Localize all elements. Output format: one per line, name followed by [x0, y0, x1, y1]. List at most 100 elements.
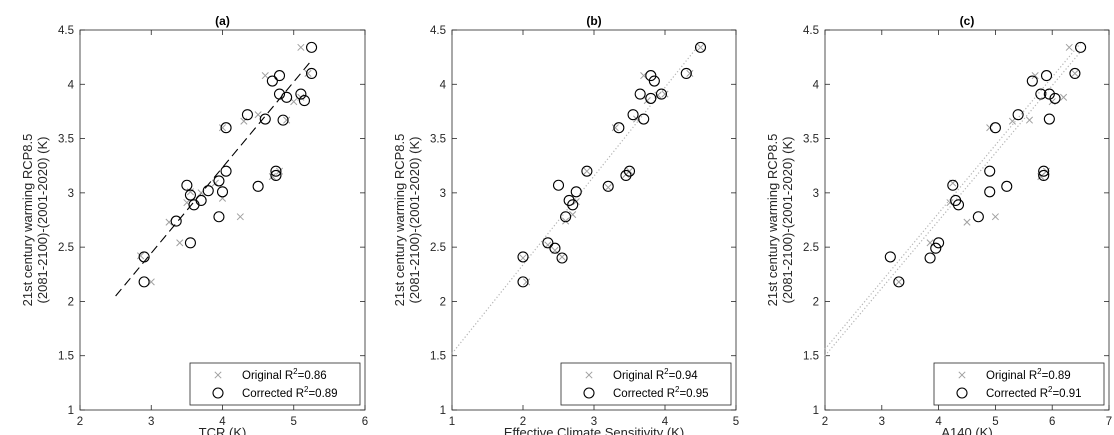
panel-a-ylabel-line: (2081-2100)-(2001-2020) (K): [35, 137, 50, 304]
panel-a-xtick-label: 2: [77, 416, 83, 428]
panel-c-ylabel-line: 21st century warming RCP8.5: [765, 134, 780, 307]
panel-c-point-original: [986, 124, 994, 132]
panel-c-point-original: [1031, 72, 1039, 80]
panel-b-ylabel: 21st century warming RCP8.5(2081-2100)-(…: [392, 134, 422, 307]
panel-b-point-corrected: [556, 252, 568, 264]
panel-c-point-corrected: [984, 186, 996, 198]
panel-c-xtick-label: 7: [1106, 416, 1112, 428]
panel-b-point-corrected: [638, 113, 650, 125]
panel-b-point-corrected: [517, 251, 529, 263]
panel-c-legend-r2-label: R: [1029, 370, 1037, 382]
panel-a-legend-entry: Corrected R2=0.89: [242, 385, 338, 400]
panel-c-ytick-label: 3: [813, 188, 819, 200]
panel-b-ytick-label: 4: [440, 79, 447, 91]
panel-a-legend-entry: Original R2=0.86: [242, 367, 327, 382]
panel-c-legend-series-name: Corrected: [986, 388, 1037, 400]
panel-a-point-corrected: [213, 175, 225, 187]
panel-b-xlabel: Effective Climate Sensitivity (K): [504, 425, 684, 435]
panel-c-point-original: [1065, 43, 1073, 51]
panel-c-ytick-label: 3.5: [803, 134, 819, 146]
panel-a-point-corrected: [295, 88, 307, 100]
panel-c-xtick-label: 3: [879, 416, 885, 428]
panel-c-point-corrected: [1040, 70, 1053, 82]
panel-a-point-original: [304, 69, 312, 77]
panel-a-ylabel-line: 21st century warming RCP8.5: [20, 134, 35, 307]
panel-b-xtick-label: 5: [733, 416, 739, 428]
panel-b-point-original: [558, 253, 566, 261]
panel-a-legend-r2-label: R: [296, 388, 304, 400]
panel-b-point-corrected: [645, 70, 657, 82]
panel-a-xtick-label: 4: [219, 416, 226, 428]
panel-a-xlabel: TCR (K): [199, 425, 247, 435]
panel-c-ytick-label: 4: [813, 79, 820, 91]
panel-b-point-original: [604, 183, 612, 191]
panel-a-legend-marker-original: [214, 371, 222, 379]
panel-c-legend-series-name: Original: [986, 370, 1026, 382]
panel-b-point-original: [661, 90, 669, 98]
panel-b-ytick-label: 1.5: [430, 351, 446, 363]
panel-b-legend-entry: Corrected R2=0.95: [613, 385, 709, 400]
panel-a-point-corrected: [202, 185, 214, 197]
panel-b-ytick-label: 3.5: [430, 134, 446, 146]
panel-c: 2 3 4 5 6 7 1 1.5 2 2.5 3 3.5 4 4.5 (c) A140 (K) 21st ce…: [765, 14, 1112, 435]
panel-c-point-corrected: [1001, 180, 1013, 192]
panel-b-point-original: [625, 167, 634, 175]
panel-b-legend-r2-value: =0.95: [679, 388, 708, 400]
panel-a-point-original: [261, 72, 269, 80]
panel-a-legend-r2-value: =0.86: [298, 370, 327, 382]
panel-a-point-corrected: [259, 113, 271, 125]
panel-c-point-original: [1008, 117, 1016, 125]
panel-c-legend-marker-corrected: [956, 387, 968, 399]
panel-a-ytick-label: 2.5: [58, 242, 74, 254]
panel-c-point-corrected: [1075, 41, 1087, 53]
panel-b-legend-entry: Original R2=0.94: [613, 367, 698, 382]
panel-c-legend-r2-value: =0.89: [1042, 370, 1071, 382]
panel-b-point-corrected: [620, 169, 632, 182]
panel-c-point-corrected: [884, 251, 896, 263]
panel-b-point-original: [686, 69, 694, 77]
panel-a-ytick-label: 1: [68, 405, 74, 417]
panel-a-point-corrected: [213, 211, 225, 223]
panel-b-point-original: [583, 167, 591, 175]
panel-b-point-corrected: [570, 186, 582, 198]
panel-a-point-original: [137, 252, 145, 260]
panel-a-point-corrected: [252, 180, 264, 192]
panel-c-point-original: [1060, 93, 1068, 101]
panel-a-ytick-label: 2: [68, 296, 74, 308]
panel-c-point-corrected: [1049, 92, 1061, 104]
panel-a-xtick-label: 5: [291, 416, 297, 428]
panel-b-legend-marker-corrected: [583, 387, 595, 399]
panel-a-legend-r2-label: R: [285, 370, 293, 382]
panel-b-ylabel-line: (2081-2100)-(2001-2020) (K): [407, 137, 422, 304]
panel-a-ytick-label: 4.5: [58, 25, 74, 37]
panel-a-point-corrected: [184, 237, 196, 249]
panel-c-legend-marker-original: [958, 371, 966, 379]
panel-b-point-corrected: [655, 88, 668, 100]
panel-b-point-corrected: [645, 92, 657, 104]
panel-c-point-original: [946, 199, 954, 207]
panel-b-point-corrected: [634, 88, 646, 100]
panel-c-ytick-label: 1.5: [803, 351, 819, 363]
panel-a-point-original: [275, 167, 284, 175]
panel-a-point-corrected: [270, 169, 282, 182]
panel-a-point-corrected: [195, 194, 207, 207]
panel-b-point-corrected: [552, 179, 565, 191]
panel-a-ylabel: 21st century warming RCP8.5(2081-2100)-(…: [20, 134, 50, 307]
panel-c-point-corrected: [930, 242, 942, 254]
panel-b-point-corrected: [627, 109, 639, 121]
panel-b-xtick-label: 1: [449, 416, 455, 428]
panel-c-point-corrected: [1043, 113, 1055, 125]
panel-a-ytick-label: 4: [68, 79, 75, 91]
panel-a-point-original: [268, 173, 276, 181]
panel-b-legend-series-name: Corrected: [613, 388, 664, 400]
panel-c-legend: Original R2=0.89 Corrected R2=0.91: [933, 362, 1105, 406]
panel-b-ylabel-line: 21st century warming RCP8.5: [392, 134, 407, 307]
panel-b-point-corrected: [648, 75, 660, 87]
panel-c-point-corrected: [1026, 75, 1038, 87]
panel-c-point-corrected: [1043, 88, 1055, 100]
panel-b-point-corrected: [549, 242, 561, 254]
panel-a-point-corrected: [270, 165, 282, 177]
panel-a-point-original: [297, 43, 305, 51]
panel-a-point-corrected: [241, 109, 253, 121]
panel-b-ytick-label: 2: [440, 296, 446, 308]
